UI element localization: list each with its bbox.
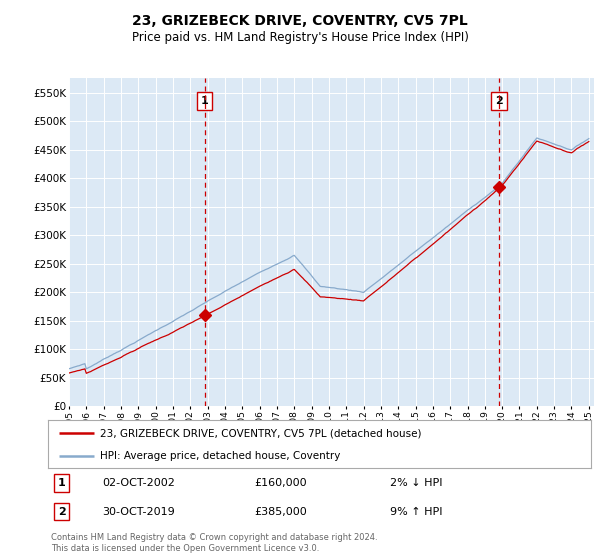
Text: Contains HM Land Registry data © Crown copyright and database right 2024.
This d: Contains HM Land Registry data © Crown c…	[51, 533, 377, 553]
Text: 9% ↑ HPI: 9% ↑ HPI	[390, 507, 443, 516]
Text: 02-OCT-2002: 02-OCT-2002	[103, 478, 175, 488]
Text: £385,000: £385,000	[254, 507, 307, 516]
Text: 2: 2	[496, 96, 503, 106]
Text: 23, GRIZEBECK DRIVE, COVENTRY, CV5 7PL (detached house): 23, GRIZEBECK DRIVE, COVENTRY, CV5 7PL (…	[100, 428, 421, 438]
Text: 2: 2	[58, 507, 65, 516]
Text: HPI: Average price, detached house, Coventry: HPI: Average price, detached house, Cove…	[100, 451, 340, 461]
Text: 1: 1	[201, 96, 209, 106]
Text: 23, GRIZEBECK DRIVE, COVENTRY, CV5 7PL: 23, GRIZEBECK DRIVE, COVENTRY, CV5 7PL	[132, 14, 468, 28]
Text: 1: 1	[58, 478, 65, 488]
Text: £160,000: £160,000	[254, 478, 307, 488]
Text: 30-OCT-2019: 30-OCT-2019	[103, 507, 175, 516]
Text: 2% ↓ HPI: 2% ↓ HPI	[390, 478, 443, 488]
Text: Price paid vs. HM Land Registry's House Price Index (HPI): Price paid vs. HM Land Registry's House …	[131, 31, 469, 44]
